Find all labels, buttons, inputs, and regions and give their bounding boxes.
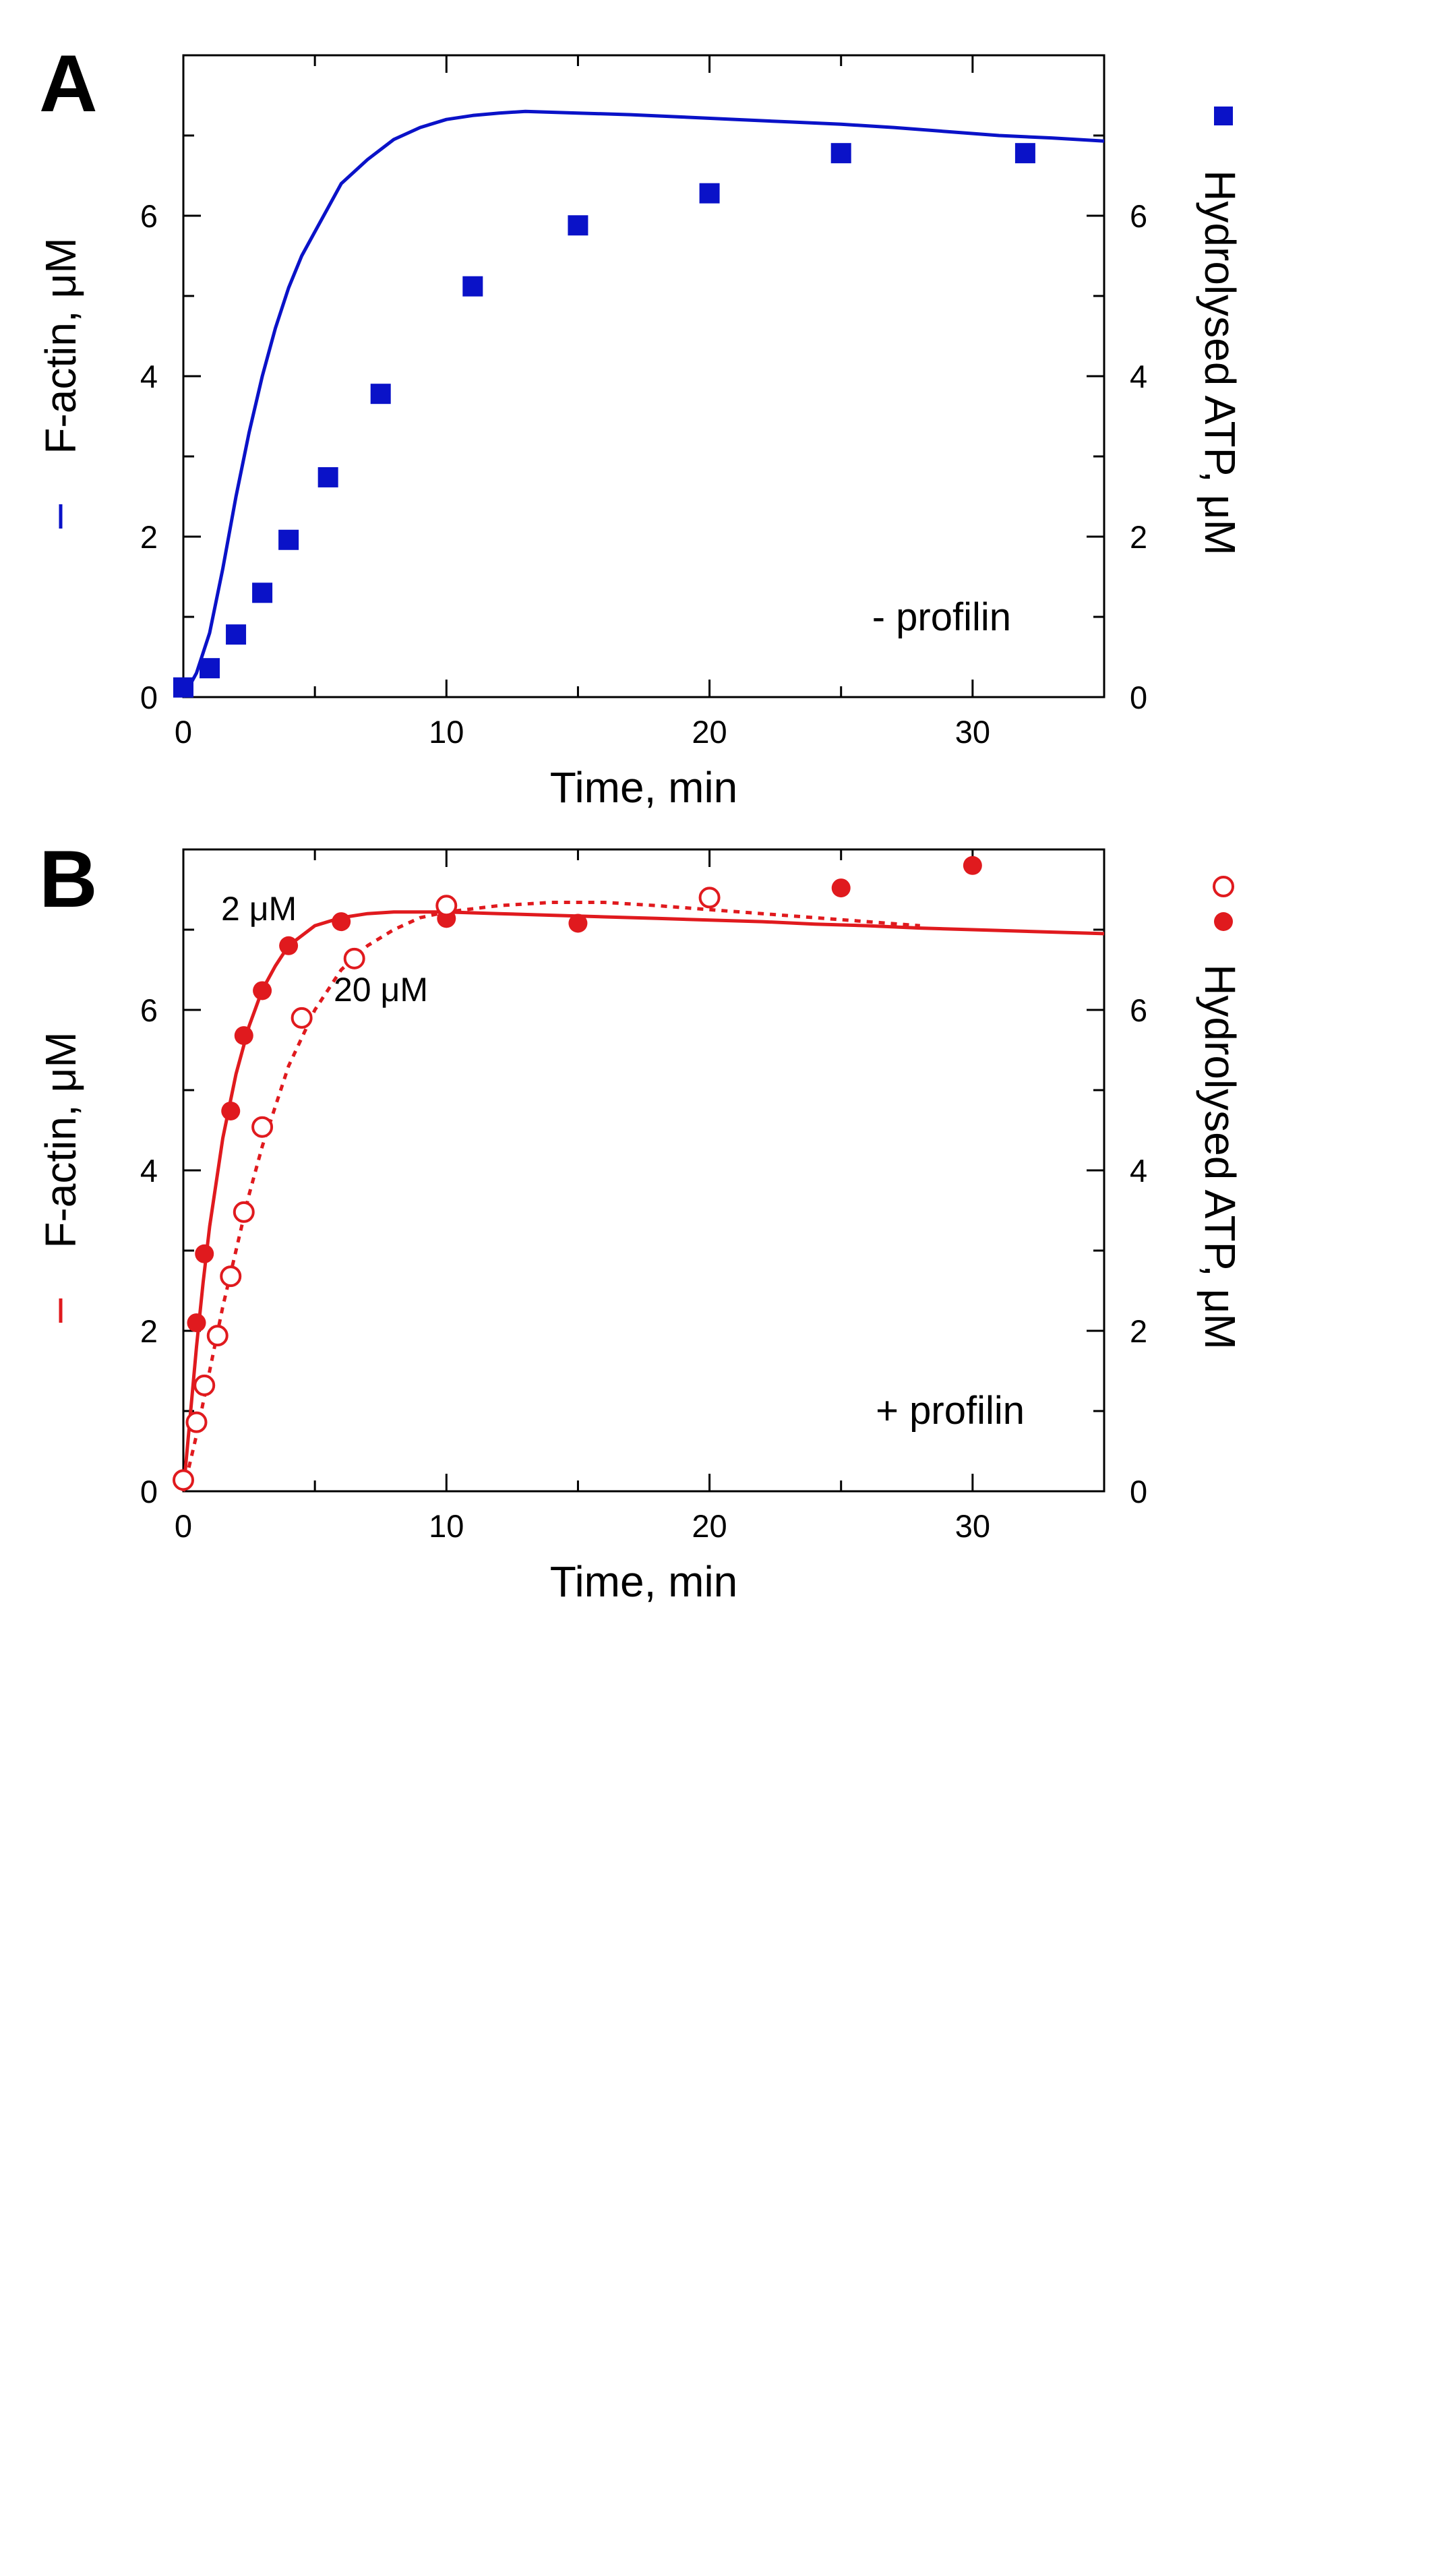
panel-annotation: - profilin bbox=[872, 595, 1011, 639]
x-tick-label: 30 bbox=[955, 714, 990, 750]
y-tick-label-left: 2 bbox=[140, 1313, 158, 1349]
data-point-square bbox=[173, 677, 193, 698]
data-point-open-circle bbox=[206, 1325, 229, 1347]
data-point-open-circle bbox=[220, 1265, 242, 1288]
x-axis-title: Time, min bbox=[550, 763, 738, 812]
series-line-1 bbox=[181, 901, 920, 1492]
data-point-filled-circle bbox=[279, 936, 299, 955]
x-tick-label: 20 bbox=[692, 714, 727, 750]
y-tick-label-left: 4 bbox=[140, 1153, 158, 1189]
panel-letter: B bbox=[39, 834, 98, 924]
y-axis-title-right: Hydrolysed ATP, μM bbox=[1196, 964, 1244, 1350]
y-tick-label-right: 0 bbox=[1130, 1474, 1147, 1509]
x-tick-label: 30 bbox=[955, 1508, 990, 1544]
data-point-square bbox=[278, 529, 299, 550]
right-axis-filled-circle-key bbox=[1214, 912, 1233, 931]
x-tick-label: 10 bbox=[429, 714, 464, 750]
data-point-open-circle bbox=[343, 947, 365, 969]
data-point-open-circle bbox=[193, 1374, 216, 1396]
data-point-square bbox=[830, 143, 851, 164]
y-axis-title-left: F-actin, μM bbox=[36, 237, 85, 454]
y-tick-label-left: 6 bbox=[140, 992, 158, 1028]
x-axis-title: Time, min bbox=[550, 1557, 738, 1606]
y-tick-label-right: 2 bbox=[1130, 519, 1147, 555]
data-point-open-circle bbox=[251, 1116, 274, 1138]
y-tick-label-left: 6 bbox=[140, 198, 158, 234]
panel-letter: A bbox=[39, 38, 98, 129]
data-point-open-circle bbox=[435, 895, 458, 917]
data-point-filled-circle bbox=[234, 1026, 253, 1046]
y-tick-label-right: 4 bbox=[1130, 1153, 1147, 1189]
y-tick-label-right: 2 bbox=[1130, 1313, 1147, 1349]
data-point-open-circle bbox=[233, 1201, 255, 1223]
y-tick-label-left: 0 bbox=[140, 1474, 158, 1509]
x-tick-label: 0 bbox=[175, 714, 192, 750]
y-tick-label-left: 0 bbox=[140, 680, 158, 715]
data-point-open-circle bbox=[291, 1007, 313, 1029]
x-tick-label: 10 bbox=[429, 1508, 464, 1544]
y-tick-label-right: 6 bbox=[1130, 992, 1147, 1028]
data-point-filled-circle bbox=[195, 1244, 214, 1263]
data-point-square bbox=[462, 276, 483, 297]
series-line-0 bbox=[181, 910, 1105, 1492]
x-tick-label: 0 bbox=[175, 1508, 192, 1544]
data-point-open-circle bbox=[698, 887, 721, 909]
data-point-square bbox=[317, 467, 338, 487]
y-axis-title-left: F-actin, μM bbox=[36, 1031, 85, 1248]
y-axis-title-right: Hydrolysed ATP, μM bbox=[1196, 170, 1244, 556]
data-point-square bbox=[568, 215, 588, 236]
right-axis-square-key bbox=[1214, 107, 1233, 125]
data-point-filled-circle bbox=[963, 856, 982, 875]
data-point-filled-circle bbox=[568, 913, 588, 933]
data-point-square bbox=[370, 384, 391, 405]
data-point-filled-circle bbox=[332, 912, 351, 932]
data-point-open-circle bbox=[185, 1411, 208, 1433]
data-point-square bbox=[226, 624, 247, 645]
data-point-open-circle bbox=[173, 1469, 194, 1491]
data-point-filled-circle bbox=[221, 1101, 241, 1120]
curve-label: 2 μM bbox=[221, 890, 297, 928]
data-point-filled-circle bbox=[831, 878, 851, 898]
panel-annotation: + profilin bbox=[876, 1389, 1025, 1433]
data-point-filled-circle bbox=[253, 981, 272, 1000]
data-point-filled-circle bbox=[187, 1313, 206, 1333]
data-point-square bbox=[1014, 143, 1035, 164]
curve-label: 20 μM bbox=[334, 971, 428, 1009]
y-tick-label-right: 0 bbox=[1130, 680, 1147, 715]
data-point-square bbox=[200, 658, 220, 679]
y-tick-label-right: 4 bbox=[1130, 359, 1147, 394]
data-point-square bbox=[252, 582, 273, 603]
right-axis-open-circle-key bbox=[1213, 876, 1234, 897]
y-tick-label-left: 4 bbox=[140, 359, 158, 394]
series-line-0 bbox=[181, 109, 1105, 698]
y-tick-label-right: 6 bbox=[1130, 198, 1147, 234]
x-tick-label: 20 bbox=[692, 1508, 727, 1544]
y-tick-label-left: 2 bbox=[140, 519, 158, 555]
data-point-square bbox=[699, 183, 720, 204]
